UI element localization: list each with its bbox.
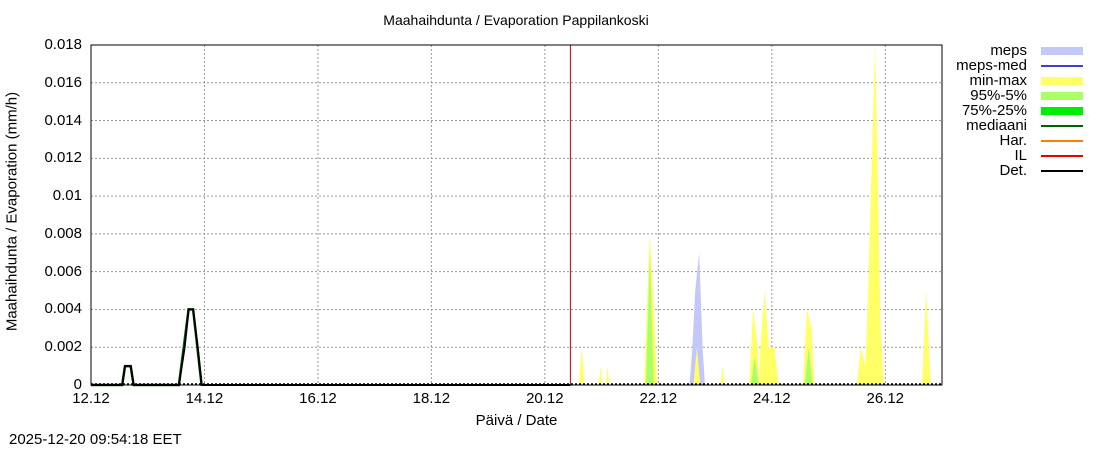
legend-item: 95%-5% xyxy=(945,88,1095,103)
legend-item: mediaani xyxy=(945,118,1095,133)
area-min-max xyxy=(922,290,931,385)
legend-swatch-line xyxy=(1041,155,1083,157)
legend-swatch-area xyxy=(1041,47,1083,55)
x-tick-label: 26.12 xyxy=(866,390,905,407)
y-tick-label: 0.014 xyxy=(44,111,82,129)
legend-item: meps xyxy=(945,43,1095,58)
area-min-max xyxy=(749,309,760,385)
legend-swatch-line xyxy=(1041,140,1083,142)
area-min-max xyxy=(578,347,585,385)
area-min-max xyxy=(720,366,725,385)
legend-item: IL xyxy=(945,148,1095,163)
legend-swatch-line xyxy=(1041,65,1083,67)
x-tick-label: 16.12 xyxy=(299,390,337,407)
legend-item: 75%-25% xyxy=(945,103,1095,118)
legend-label: meps xyxy=(990,42,1027,59)
y-tick-label: 0 xyxy=(73,376,82,393)
legend-item: Det. xyxy=(945,163,1095,178)
y-tick-label: 0.006 xyxy=(44,262,82,280)
legend-swatch-line xyxy=(1041,170,1083,172)
legend-item: Har. xyxy=(945,133,1095,148)
area-95--5- xyxy=(750,356,759,385)
legend-swatch-line xyxy=(1041,125,1083,127)
area-min-max xyxy=(693,347,701,385)
y-tick-label: 0.01 xyxy=(52,187,82,205)
legend: meps meps-med min-max 95%-5% 75%-25% mediaani… xyxy=(945,43,1095,178)
x-tick-label: 18.12 xyxy=(412,390,451,407)
area-meps xyxy=(689,252,705,385)
legend-label: IL xyxy=(1014,147,1027,164)
legend-label: Har. xyxy=(999,132,1027,149)
y-tick-label: 0.016 xyxy=(44,73,82,91)
legend-label: 75%-25% xyxy=(961,102,1027,119)
y-axis-label: Maahaihdunta / Evaporation (mm/h) xyxy=(3,91,21,332)
area-min-max xyxy=(856,45,884,385)
line-det- xyxy=(91,308,571,386)
x-tick-label: 12.12 xyxy=(72,390,110,407)
legend-swatch-area xyxy=(1041,92,1083,100)
legend-swatch-area xyxy=(1041,107,1083,115)
legend-item: meps-med xyxy=(945,58,1095,73)
area-min-max xyxy=(759,290,779,385)
plot-frame xyxy=(90,44,943,386)
y-tick-label: 0.002 xyxy=(44,338,82,356)
area-min-max xyxy=(606,366,610,385)
y-tick-label: 0.008 xyxy=(44,224,82,242)
area-min-max xyxy=(598,366,603,385)
y-tick-label: 0.018 xyxy=(44,36,82,53)
chart-title: Maahaihdunta / Evaporation Pappilankoski xyxy=(383,12,649,28)
x-tick-label: 20.12 xyxy=(526,390,564,407)
x-axis-label: Päivä / Date xyxy=(475,412,558,429)
area-95--5- xyxy=(804,347,813,385)
x-tick-label: 24.12 xyxy=(753,390,791,407)
legend-item: min-max xyxy=(945,73,1095,88)
x-tick-label: 14.12 xyxy=(185,390,224,407)
legend-label: min-max xyxy=(969,72,1027,89)
y-tick-label: 0.012 xyxy=(44,149,82,167)
legend-swatch-area xyxy=(1041,77,1083,85)
area-95--5- xyxy=(645,252,654,385)
legend-label: mediaani xyxy=(966,117,1027,134)
x-tick-label: 22.12 xyxy=(639,390,678,407)
legend-label: Det. xyxy=(999,162,1027,179)
timestamp: 2025-12-20 09:54:18 EET xyxy=(9,431,182,448)
legend-label: meps-med xyxy=(956,57,1027,74)
y-tick-label: 0.004 xyxy=(44,300,82,318)
legend-label: 95%-5% xyxy=(970,87,1027,104)
